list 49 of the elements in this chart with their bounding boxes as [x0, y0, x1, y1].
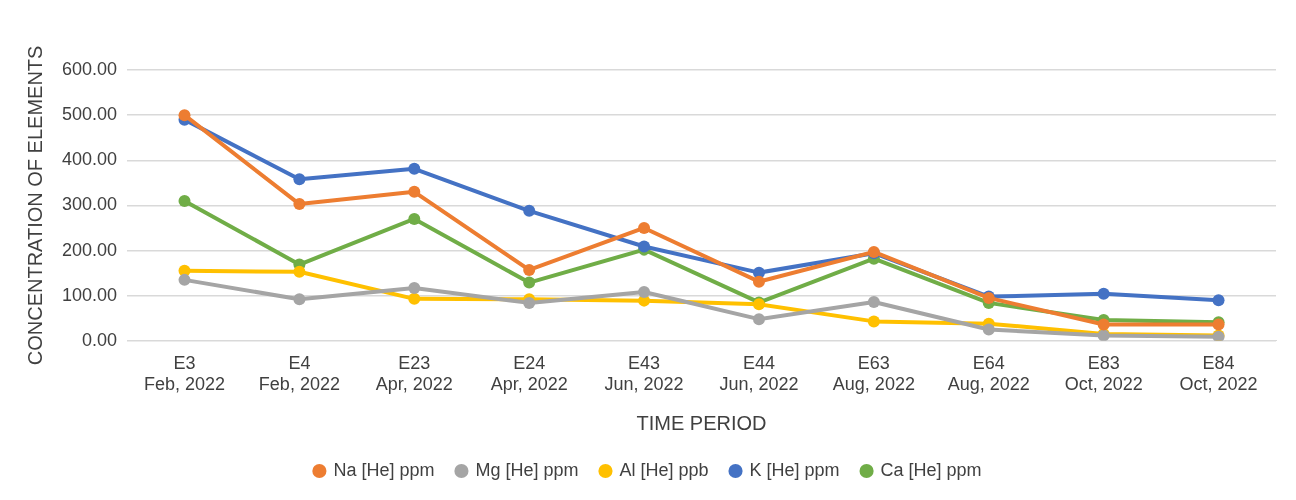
point — [408, 162, 421, 175]
x-tick-label: E23 Apr, 2022 — [375, 352, 453, 395]
legend-label: Ca [He] ppm — [880, 459, 982, 480]
point — [293, 173, 306, 186]
y-tick-label: 100.00 — [61, 284, 118, 305]
y-tick-label: 500.00 — [61, 104, 118, 125]
point — [1097, 287, 1110, 300]
point — [293, 293, 306, 306]
point — [867, 295, 880, 308]
point — [523, 276, 536, 289]
legend-label: Na [He] ppm — [333, 459, 435, 480]
x-tick-label: E43 Jun, 2022 — [604, 352, 684, 395]
y-tick-label: 0.00 — [82, 329, 118, 350]
x-tick-label: E3 Feb, 2022 — [143, 352, 226, 395]
point — [752, 275, 765, 288]
point — [408, 212, 421, 225]
x-tick-label: E83 Oct, 2022 — [1064, 352, 1143, 395]
x-tick-label: E24 Apr, 2022 — [490, 352, 568, 395]
point — [408, 185, 421, 198]
point — [867, 315, 880, 328]
y-tick-label: 200.00 — [61, 239, 118, 260]
legend-label: Al [He] ppb — [619, 459, 709, 480]
point — [293, 198, 306, 211]
x-tick-label: E64 Aug, 2022 — [947, 352, 1030, 395]
point — [523, 204, 536, 217]
point — [178, 194, 191, 207]
x-tick-label: E63 Aug, 2022 — [832, 352, 915, 395]
point — [523, 263, 536, 276]
point — [178, 273, 191, 286]
point — [1097, 318, 1110, 331]
point — [408, 281, 421, 294]
x-tick-label: E84 Oct, 2022 — [1179, 352, 1258, 395]
y-tick-label: 300.00 — [61, 194, 118, 215]
point — [752, 313, 765, 326]
legend-label: Mg [He] ppm — [475, 459, 579, 480]
point — [293, 265, 306, 278]
point — [638, 286, 651, 299]
point — [1212, 294, 1225, 307]
point — [178, 109, 191, 122]
legend-label: K [He] ppm — [749, 459, 840, 480]
y-tick-label: 400.00 — [61, 149, 118, 170]
x-tick-label: E44 Jun, 2022 — [719, 352, 799, 395]
x-tick-label: E4 Feb, 2022 — [258, 352, 340, 395]
y-tick-label: 600.00 — [61, 58, 118, 79]
y-axis-title: CONCENTRATION OF ELEMENTS — [23, 45, 46, 366]
point — [408, 292, 421, 305]
x-axis-title: TIME PERIOD — [636, 411, 767, 434]
point — [638, 221, 651, 234]
point — [982, 323, 995, 336]
